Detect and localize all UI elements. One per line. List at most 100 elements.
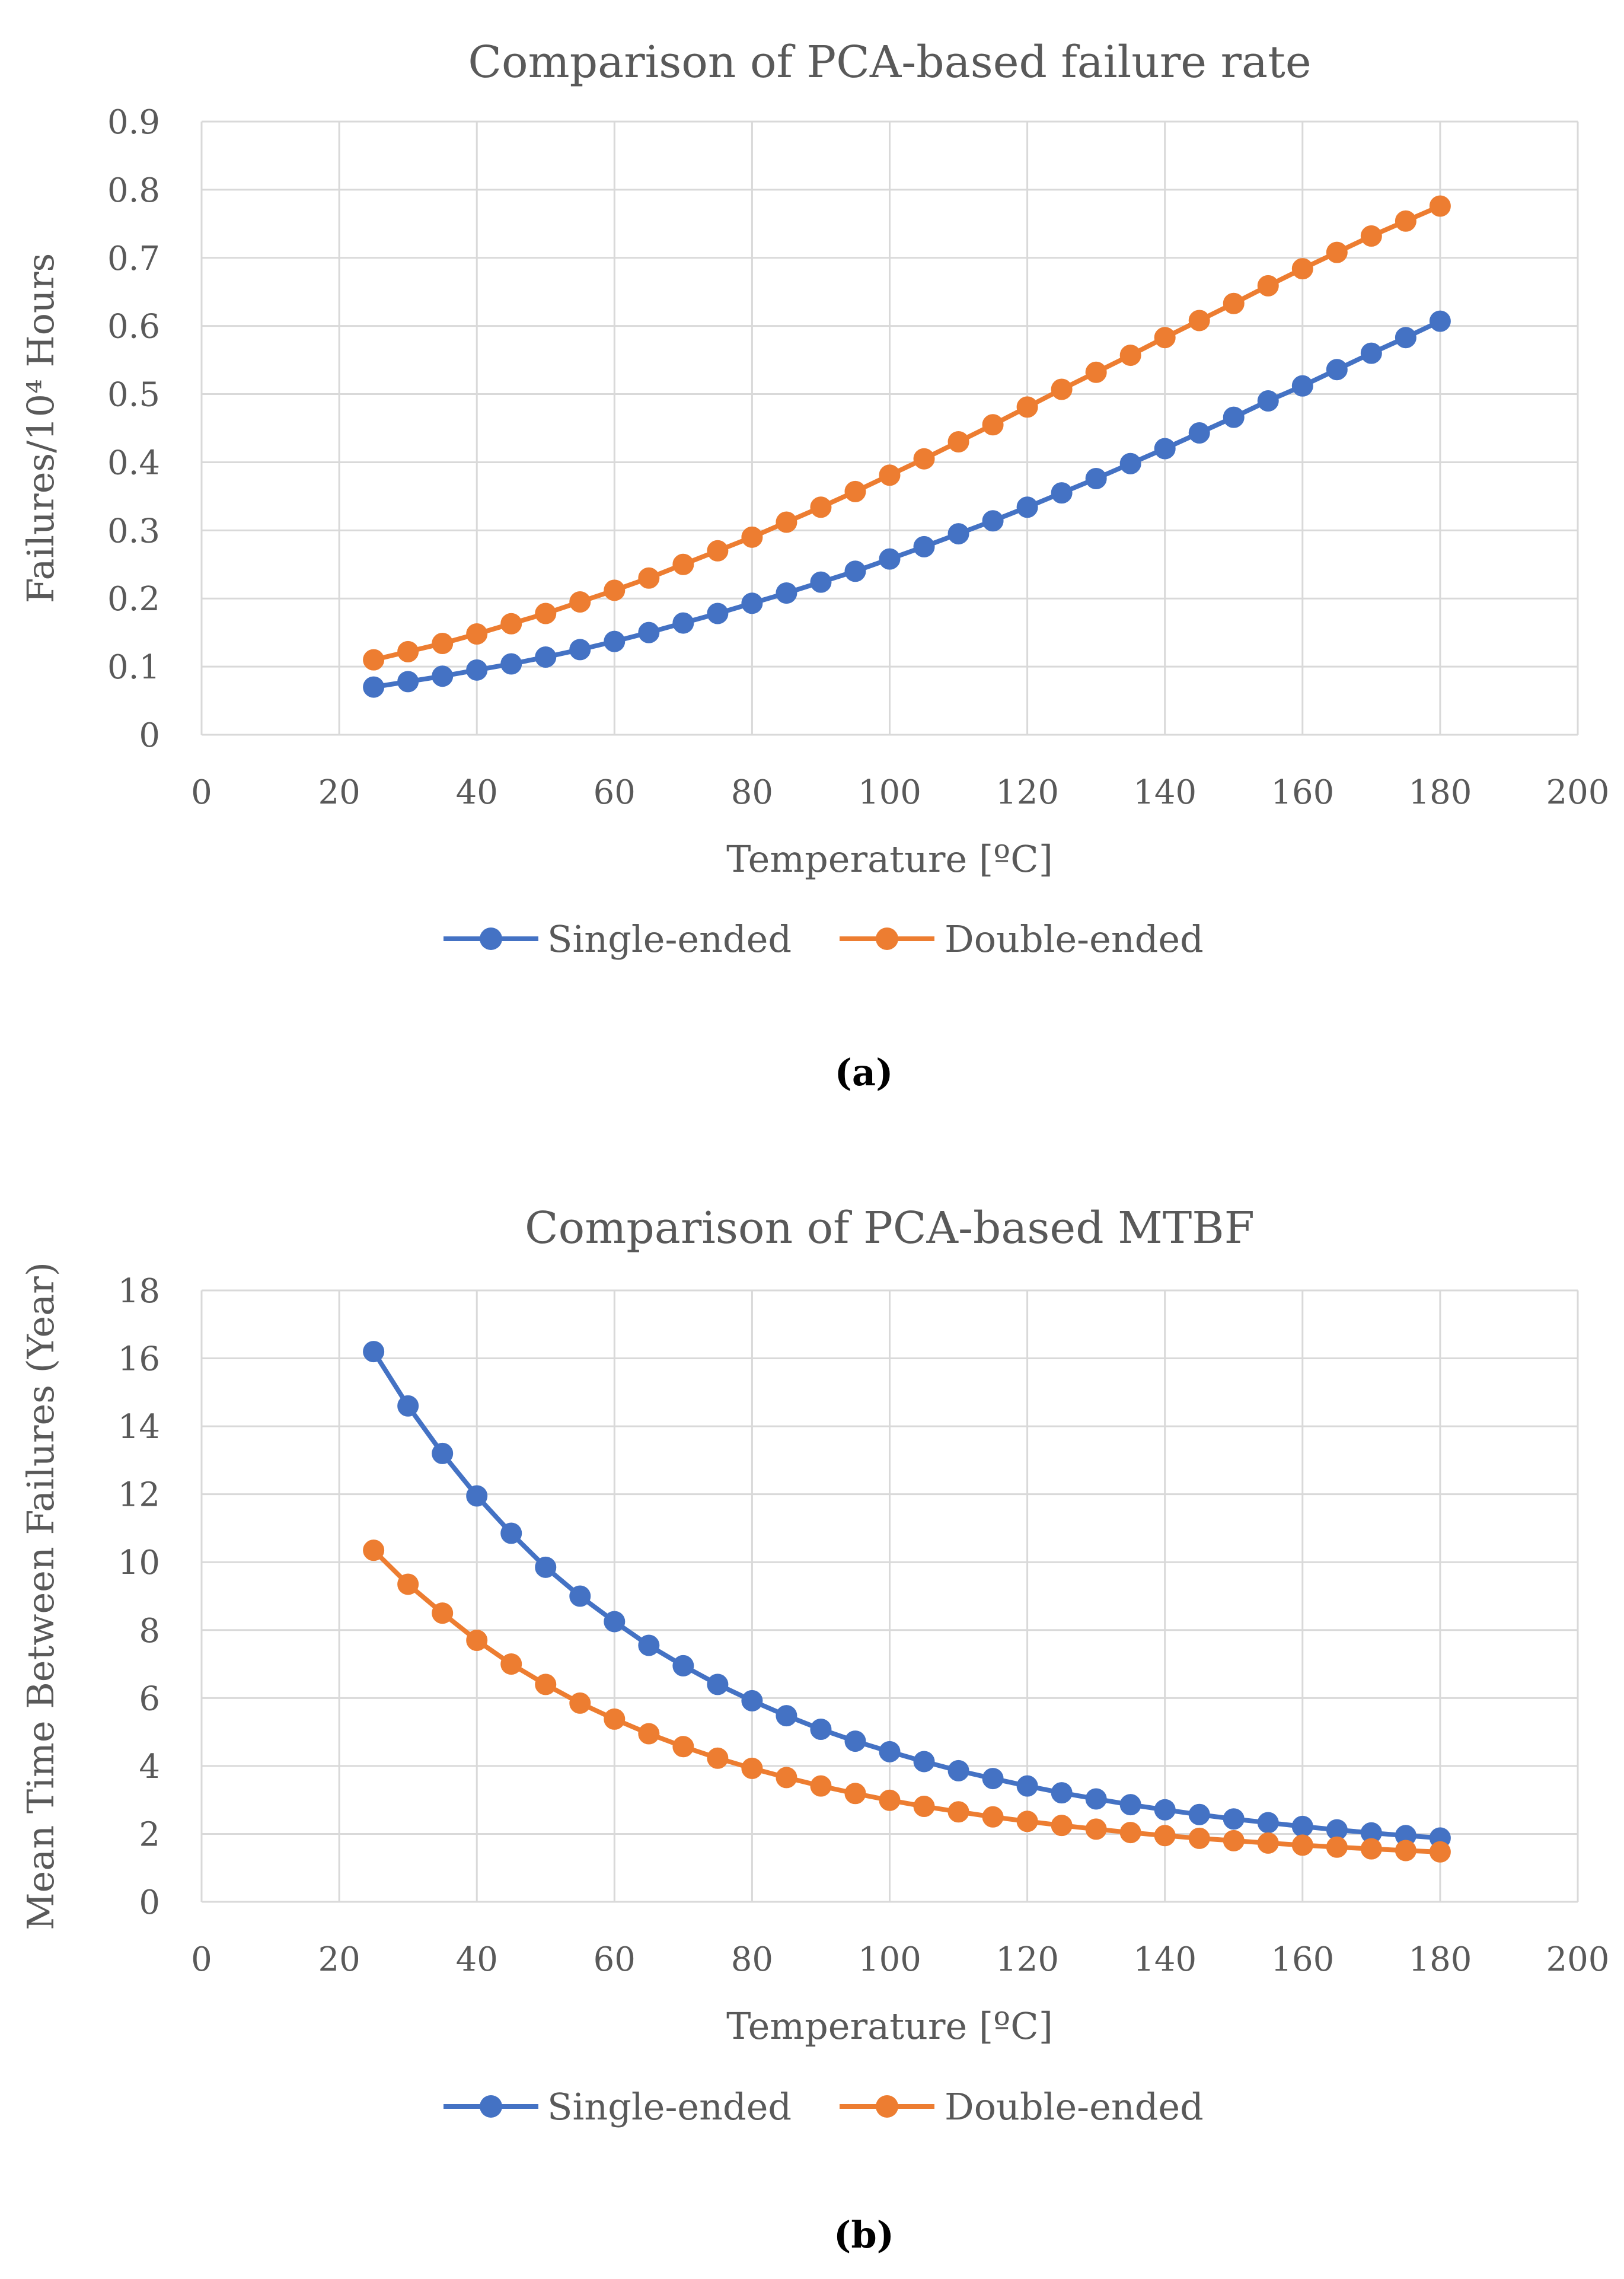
y-tick-label: 0 [139, 1883, 160, 1922]
data-point-double-ended [741, 526, 763, 548]
data-point-single-ended [569, 639, 591, 661]
data-point-double-ended [844, 480, 866, 502]
x-tick-label: 80 [731, 1940, 773, 1979]
data-point-single-ended [363, 1341, 385, 1363]
data-point-double-ended [913, 1796, 935, 1818]
data-point-single-ended [1085, 1788, 1107, 1810]
y-axis: 0 2 4 6 8 10 12 14 16 18 [118, 1272, 160, 1922]
x-tick-label: 120 [996, 773, 1059, 812]
data-point-double-ended [1257, 275, 1279, 297]
data-point-double-ended [707, 540, 729, 562]
data-point-single-ended [638, 621, 660, 643]
data-point-single-ended [1188, 1803, 1210, 1825]
legend-marker-double-ended [876, 927, 898, 950]
x-tick-label: 60 [594, 1940, 636, 1979]
data-point-single-ended [1360, 342, 1382, 364]
data-point-double-ended [1360, 1838, 1382, 1860]
x-tick-label: 60 [594, 773, 636, 812]
data-point-double-ended [1154, 327, 1176, 349]
data-point-double-ended [432, 1602, 454, 1624]
data-point-single-ended [466, 1485, 488, 1507]
series-double-ended [363, 195, 1451, 671]
y-tick-label: 0.3 [107, 512, 160, 550]
data-point-single-ended [810, 571, 832, 593]
data-point-double-ended [1016, 396, 1038, 418]
x-tick-label: 20 [318, 1940, 360, 1979]
data-point-double-ended [1395, 1840, 1416, 1862]
data-point-double-ended [432, 633, 454, 655]
data-point-single-ended [1085, 468, 1107, 490]
data-point-single-ended [604, 1611, 626, 1633]
data-point-double-ended [1223, 292, 1245, 314]
y-axis: 0 0.1 0.2 0.3 0.4 0.5 0.6 0.7 0.8 0.9 [107, 103, 160, 755]
data-point-double-ended [1119, 345, 1141, 366]
data-point-double-ended [982, 414, 1004, 436]
data-point-single-ended [1119, 452, 1141, 474]
y-tick-label: 0.8 [107, 171, 160, 210]
y-tick-label: 0.4 [107, 444, 160, 482]
x-tick-label: 180 [1408, 1940, 1472, 1979]
x-tick-label: 40 [456, 773, 498, 812]
y-tick-label: 8 [139, 1612, 160, 1650]
x-tick-label: 140 [1133, 773, 1197, 812]
x-tick-label: 40 [456, 1940, 498, 1979]
y-tick-label: 0 [139, 716, 160, 755]
data-point-single-ended [1051, 1782, 1073, 1804]
data-point-double-ended [672, 1736, 694, 1758]
y-tick-label: 18 [118, 1272, 160, 1311]
x-tick-label: 200 [1546, 1940, 1610, 1979]
legend-marker-double-ended [876, 2095, 898, 2118]
series-line-double-ended [372, 1548, 1441, 1854]
data-point-single-ended [1429, 310, 1451, 332]
data-point-double-ended [535, 1674, 557, 1695]
data-point-double-ended [879, 1789, 901, 1811]
chart-failure-rate: Comparison of PCA-based failure rate 0 20 4… [19, 37, 1609, 961]
data-point-single-ended [1326, 359, 1348, 381]
data-point-single-ended [1257, 390, 1279, 412]
y-tick-label: 0.5 [107, 376, 160, 415]
data-point-double-ended [363, 649, 385, 671]
legend: Single-ended Double-ended [444, 2085, 1204, 2128]
data-point-double-ended [1326, 1836, 1348, 1858]
x-tick-label: 100 [858, 1940, 921, 1979]
data-point-single-ended [397, 671, 419, 693]
data-point-double-ended [776, 511, 797, 533]
data-point-single-ended [1257, 1812, 1279, 1834]
legend-label-double-ended: Double-ended [945, 2085, 1204, 2128]
data-point-single-ended [1188, 422, 1210, 444]
data-point-single-ended [844, 1730, 866, 1752]
data-point-single-ended [500, 653, 522, 675]
data-point-single-ended [982, 1768, 1004, 1790]
data-point-single-ended [1291, 1815, 1313, 1837]
data-point-double-ended [500, 613, 522, 635]
y-tick-label: 0.2 [107, 580, 160, 619]
y-tick-label: 0.9 [107, 103, 160, 142]
data-point-double-ended [638, 567, 660, 589]
data-point-double-ended [1395, 210, 1416, 232]
x-tick-label: 0 [191, 1940, 212, 1979]
data-point-double-ended [1085, 1818, 1107, 1840]
data-point-single-ended [432, 665, 454, 687]
data-point-single-ended [569, 1585, 591, 1607]
data-point-single-ended [1395, 327, 1416, 349]
y-axis-label: Failures/10⁴ Hours [19, 253, 62, 604]
data-point-single-ended [741, 1690, 763, 1711]
data-point-single-ended [1051, 482, 1073, 504]
x-tick-label: 200 [1546, 773, 1610, 812]
data-point-double-ended [466, 623, 488, 645]
data-point-single-ended [776, 582, 797, 604]
data-point-single-ended [1223, 406, 1245, 428]
data-point-single-ended [1154, 438, 1176, 460]
data-point-single-ended [879, 548, 901, 570]
data-point-single-ended [535, 646, 557, 668]
data-point-single-ended [947, 1760, 969, 1781]
data-point-single-ended [672, 1655, 694, 1676]
series-single-ended [363, 1341, 1451, 1849]
data-point-double-ended [982, 1806, 1004, 1828]
data-point-double-ended [741, 1757, 763, 1779]
data-point-single-ended [982, 510, 1004, 532]
data-point-double-ended [1429, 1841, 1451, 1863]
legend-label-single-ended: Single-ended [547, 2085, 792, 2128]
data-point-single-ended [707, 603, 729, 624]
x-tick-label: 180 [1408, 773, 1472, 812]
